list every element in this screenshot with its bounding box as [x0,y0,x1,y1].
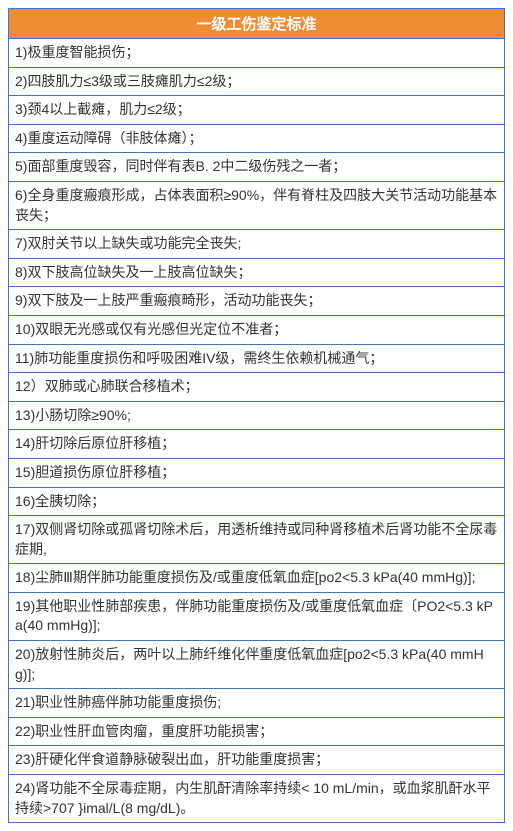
table-row: 16)全胰切除； [9,487,505,516]
table-row: 23)肝硬化伴食道静脉破裂出血，肝功能重度损害； [9,746,505,775]
table-row: 5)面部重度毁容，同时伴有表B. 2中二级伤残之一者； [9,153,505,182]
table-row: 10)双眼无光感或仅有光感但光定位不准者； [9,315,505,344]
table-row: 14)肝切除后原位肝移植； [9,430,505,459]
table-row: 21)职业性肺癌伴肺功能重度损伤; [9,689,505,718]
table-row: 6)全身重度瘢痕形成，占体表面积≥90%，伴有脊柱及四肢大关节活动功能基本丧失； [9,181,505,229]
table-cell: 3)颈4以上截瘫，肌力≤2级； [9,96,505,125]
table-cell: 19)其他职业性肺部疾患，伴肺功能重度损伤及/或重度低氧血症〔PO2<5.3 k… [9,592,505,640]
table-row: 24)肾功能不全尿毒症期，内生肌酐清除率持续< 10 mL/min，或血浆肌酐水… [9,775,505,823]
table-cell: 8)双下肢高位缺失及一上肢高位缺失； [9,258,505,287]
table-cell: 17)双侧肾切除或孤肾切除术后，用透析维持或同种肾移植术后肾功能不全尿毒症期, [9,516,505,564]
table-row: 20)放射性肺炎后，两叶以上肺纤维化伴重度低氧血症[po2<5.3 kPa(40… [9,641,505,689]
table-row: 2)四肢肌力≤3级或三肢瘫肌力≤2级； [9,67,505,96]
table-header: 一级工伤鉴定标准 [9,9,505,39]
table-row: 13)小肠切除≥90%; [9,401,505,430]
table-row: 18)尘肺Ⅲ期伴肺功能重度损伤及/或重度低氧血症[po2<5.3 kPa(40 … [9,564,505,593]
table-cell: 23)肝硬化伴食道静脉破裂出血，肝功能重度损害； [9,746,505,775]
table-cell: 4)重度运动障碍（非肢体瘫）； [9,124,505,153]
standards-table: 一级工伤鉴定标准 1)极重度智能损伤；2)四肢肌力≤3级或三肢瘫肌力≤2级；3)… [8,8,505,823]
table-cell: 15)胆道损伤原位肝移植； [9,458,505,487]
table-cell: 1)极重度智能损伤； [9,39,505,68]
table-cell: 13)小肠切除≥90%; [9,401,505,430]
table-cell: 9)双下肢及一上肢严重瘢痕畸形，活动功能丧失； [9,287,505,316]
table-cell: 7)双肘关节以上缺失或功能完全丧失; [9,230,505,259]
table-cell: 6)全身重度瘢痕形成，占体表面积≥90%，伴有脊柱及四肢大关节活动功能基本丧失； [9,181,505,229]
table-cell: 10)双眼无光感或仅有光感但光定位不准者； [9,315,505,344]
table-row: 17)双侧肾切除或孤肾切除术后，用透析维持或同种肾移植术后肾功能不全尿毒症期, [9,516,505,564]
table-cell: 24)肾功能不全尿毒症期，内生肌酐清除率持续< 10 mL/min，或血浆肌酐水… [9,775,505,823]
table-cell: 21)职业性肺癌伴肺功能重度损伤; [9,689,505,718]
table-cell: 11)肺功能重度损伤和呼吸困难IV级，需终生依赖机械通气； [9,344,505,373]
table-cell: 14)肝切除后原位肝移植； [9,430,505,459]
table-row: 1)极重度智能损伤； [9,39,505,68]
table-body: 1)极重度智能损伤；2)四肢肌力≤3级或三肢瘫肌力≤2级；3)颈4以上截瘫，肌力… [9,39,505,823]
table-cell: 2)四肢肌力≤3级或三肢瘫肌力≤2级； [9,67,505,96]
table-cell: 20)放射性肺炎后，两叶以上肺纤维化伴重度低氧血症[po2<5.3 kPa(40… [9,641,505,689]
table-cell: 5)面部重度毁容，同时伴有表B. 2中二级伤残之一者； [9,153,505,182]
table-row: 3)颈4以上截瘫，肌力≤2级； [9,96,505,125]
table-cell: 22)职业性肝血管肉瘤，重度肝功能损害； [9,717,505,746]
table-cell: 12）双肺或心肺联合移植术； [9,373,505,402]
table-row: 15)胆道损伤原位肝移植； [9,458,505,487]
table-row: 22)职业性肝血管肉瘤，重度肝功能损害； [9,717,505,746]
table-row: 12）双肺或心肺联合移植术； [9,373,505,402]
table-row: 4)重度运动障碍（非肢体瘫）； [9,124,505,153]
table-row: 19)其他职业性肺部疾患，伴肺功能重度损伤及/或重度低氧血症〔PO2<5.3 k… [9,592,505,640]
table-cell: 18)尘肺Ⅲ期伴肺功能重度损伤及/或重度低氧血症[po2<5.3 kPa(40 … [9,564,505,593]
table-cell: 16)全胰切除； [9,487,505,516]
table-row: 11)肺功能重度损伤和呼吸困难IV级，需终生依赖机械通气； [9,344,505,373]
table-row: 7)双肘关节以上缺失或功能完全丧失; [9,230,505,259]
table-row: 8)双下肢高位缺失及一上肢高位缺失； [9,258,505,287]
table-row: 9)双下肢及一上肢严重瘢痕畸形，活动功能丧失； [9,287,505,316]
